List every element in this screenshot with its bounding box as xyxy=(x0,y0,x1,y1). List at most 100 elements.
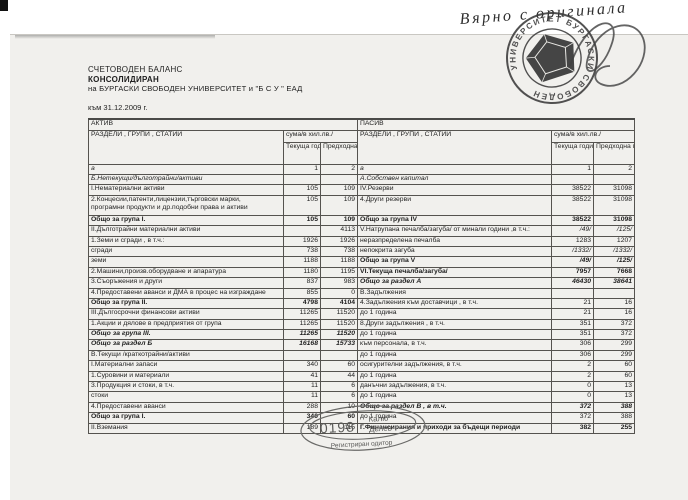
active-previous-value: 4113 xyxy=(319,225,359,237)
active-previous-value: 1195 xyxy=(319,266,359,279)
passive-previous-value: 372 xyxy=(593,318,636,331)
auditor-stamp-overlay: 0198 Калю Делев Регистриран одитор xyxy=(300,405,426,451)
active-current-value: 340 xyxy=(283,360,321,372)
active-row-label: Общо за група II. xyxy=(88,297,284,310)
table-row: Б.Нетекущи/дълготрайни/активи А.Собствен … xyxy=(88,173,636,186)
active-current-value: 11265 xyxy=(283,318,321,331)
passive-current-value: /1332/ xyxy=(551,245,595,258)
active-current-value xyxy=(283,349,321,362)
active-row-label: Общо за раздел Б xyxy=(88,339,284,351)
passive-current-value: 372 xyxy=(551,401,595,414)
active-row-label: 2.Машини,произв.оборудване и апаратура xyxy=(88,266,284,279)
active-current-value: 837 xyxy=(283,277,321,289)
passive-current-value xyxy=(551,173,595,186)
active-current-value: 11 xyxy=(283,391,321,403)
passive-previous-value: 16 xyxy=(593,297,636,310)
passive-current-value: 21 xyxy=(551,308,595,320)
active-previous-value xyxy=(319,173,359,186)
passive-row-label: осигурителни задължения, в т.ч. xyxy=(357,360,553,372)
passive-previous-value: /125/ xyxy=(593,225,636,237)
passive-previous-value: 7668 xyxy=(593,266,636,279)
active-previous-value: 44 xyxy=(319,370,359,383)
active-row-label: I.Нематериални активи xyxy=(88,184,284,196)
passive-row-label: неразпределена печалба xyxy=(357,235,553,247)
active-current-value: 1180 xyxy=(283,266,321,279)
active-previous-value: 6 xyxy=(319,391,359,403)
table-row: 3.Съоръжения и други 837 983 Общо за раздел… xyxy=(88,277,636,289)
doc-subtitle: КОНСОЛИДИРАН xyxy=(88,74,160,84)
active-previous-value: 983 xyxy=(319,277,359,289)
active-row-label: 3.Съоръжения и други xyxy=(88,277,284,289)
passive-current-value: /49/ xyxy=(551,225,595,237)
active-row-label: 3.Продукция и стоки, в т.ч. xyxy=(88,381,284,393)
passive-previous-value: 299 xyxy=(593,339,636,351)
active-previous-value: 11520 xyxy=(319,308,359,320)
table-row: 4.Предоставени аванси и ДМА в процес на … xyxy=(88,287,636,299)
passive-previous-value xyxy=(593,173,636,186)
passive-previous-value: 16 xyxy=(593,308,636,320)
column-header-row: РАЗДЕЛИ , ГРУПИ , СТАТИИ сума/в хил.лв./… xyxy=(88,130,636,165)
active-previous-value: 115 xyxy=(319,422,359,435)
passive-current-value: 1283 xyxy=(551,235,595,247)
balance-sheet-table: АКТИВ ПАСИВ РАЗДЕЛИ , ГРУПИ , СТАТИИ сум… xyxy=(87,118,636,435)
active-current-value: 11265 xyxy=(283,329,321,341)
table-row: 3.Продукция и стоки, в т.ч. 11 6 данъчни за… xyxy=(88,381,636,393)
active-row-label: 1.Суровини и материали xyxy=(88,370,284,383)
passive-row-label: V.Натрупана печалба/загуба/ от минали го… xyxy=(357,225,553,237)
passive-row-label: Общо за група V xyxy=(357,256,553,268)
passive-col-number-1: 1 xyxy=(551,164,595,175)
active-current-value: 1188 xyxy=(283,256,321,268)
passive-row-label: В.Задължения xyxy=(357,287,553,299)
passive-current-value: 372 xyxy=(551,412,595,424)
seal-gem-logo-icon xyxy=(525,34,575,83)
passive-previous-value: 299 xyxy=(593,349,636,362)
active-row-label: II.Вземания xyxy=(88,422,284,435)
passive-current-value xyxy=(551,287,595,299)
active-sum-column-header: сума/в хил.лв./ xyxy=(282,130,359,143)
auditor-title: Регистриран одитор xyxy=(331,439,393,449)
active-row-label: 1.Земи и сгради , в т.ч.: xyxy=(88,235,284,247)
passive-previous-value: /125/ xyxy=(593,256,636,268)
auditor-number: 0198 xyxy=(319,418,355,436)
active-row-label: Б.Нетекущи/дълготрайни/активи xyxy=(88,173,284,186)
active-current-value xyxy=(283,173,321,186)
passive-previous-value: 60 xyxy=(593,370,636,383)
active-current-value: 105 xyxy=(283,194,321,216)
passive-current-value: 306 xyxy=(551,339,595,351)
section-header-row: АКТИВ ПАСИВ xyxy=(87,118,636,131)
passive-sections-column-header: РАЗДЕЛИ , ГРУПИ , СТАТИИ xyxy=(357,130,553,165)
passive-current-value: 351 xyxy=(551,318,595,331)
active-col-number-1: 1 xyxy=(283,164,321,175)
passive-previous-value: /1332/ xyxy=(593,245,636,258)
active-sections-column-header: РАЗДЕЛИ , ГРУПИ , СТАТИИ xyxy=(88,130,284,165)
passive-current-year-header: Текуща година xyxy=(551,142,595,165)
active-current-value xyxy=(283,225,321,237)
table-row: Общо за група II. 4798 4104 4.Задължения къ… xyxy=(88,297,636,310)
table-row: II.Вземания 189 115 Г.Финансирания и приход… xyxy=(88,422,636,435)
table-row: Общо за раздел Б 16168 15733 към персонала,… xyxy=(88,339,636,351)
passive-current-value: 21 xyxy=(551,297,595,310)
active-current-value: 11265 xyxy=(283,308,321,320)
active-current-value: 855 xyxy=(283,287,321,299)
active-row-label: 4.Предоставени аванси и ДМА в процес на … xyxy=(88,287,284,299)
passive-current-value: 382 xyxy=(551,422,595,435)
active-row-label: II.Дълготрайни материални активи xyxy=(88,225,284,237)
active-row-label: Общо за група I. xyxy=(88,412,284,424)
top-right-stamp-overlay: Вярно с оригинала УНИВЕРСИТЕТ БУРГАСКИ С… xyxy=(459,0,646,113)
passive-previous-value: 1207 xyxy=(593,235,636,247)
passive-current-value: /49/ xyxy=(551,256,595,268)
active-row-label: Общо за група I. xyxy=(88,214,284,227)
passive-row-label: непокрита загуба xyxy=(357,245,553,258)
handwritten-signature-icon xyxy=(569,22,646,87)
active-current-value: 738 xyxy=(283,245,321,258)
table-row: II.Дълготрайни материални активи 4113 V.На… xyxy=(88,225,636,237)
active-section-header: АКТИВ xyxy=(87,118,359,131)
passive-current-value: 46430 xyxy=(551,277,595,289)
table-row: 1.Земи и сгради , в т.ч.: 1926 1926 неразпр… xyxy=(88,235,636,247)
active-row-label: I.Материални запаси xyxy=(88,360,284,372)
active-row-label: земи xyxy=(88,256,284,268)
table-row: сгради 738 738 непокрита загуба/1332//1332/ xyxy=(88,245,636,258)
auditor-last-name: Делев xyxy=(369,423,392,433)
passive-current-value: 306 xyxy=(551,349,595,362)
active-row-label: 2.Концесии,патенти,лицензии,търговски ма… xyxy=(88,194,284,216)
